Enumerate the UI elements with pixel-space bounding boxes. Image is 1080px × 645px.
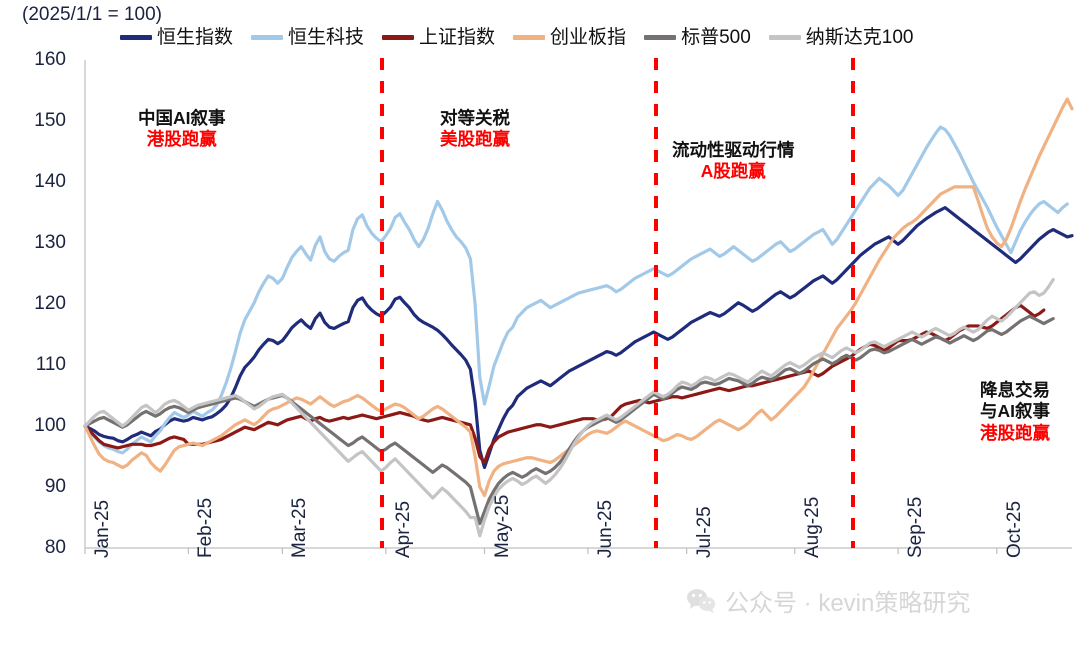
y-tick-160: 160 <box>34 49 66 70</box>
legend-swatch-1 <box>251 35 284 40</box>
x-tick-jan-25: Jan-25 <box>92 499 113 558</box>
y-tick-110: 110 <box>35 354 66 375</box>
annotation-liquidity-driven-rally: 流动性驱动行情 A股跑赢 <box>672 140 795 183</box>
series-line-2 <box>83 303 1046 465</box>
x-tick-may-25: May-25 <box>491 494 513 558</box>
annotation-liquidity-driven-rally-highlight: A股跑赢 <box>700 161 766 182</box>
legend-label-1: 恒生科技 <box>288 27 365 48</box>
annotation-rate-cut-trade-line1: 降息交易 <box>980 380 1050 400</box>
watermark: 公众号 · kevin策略研究 <box>686 583 970 618</box>
series-line-3 <box>83 97 1074 498</box>
x-tick-jun-25: Jun-25 <box>594 499 616 558</box>
legend-label-0: 恒生指数 <box>157 27 234 48</box>
annotation-rate-cut-trade: 降息交易 与AI叙事 港股跑赢 <box>980 380 1050 444</box>
y-axis-labels: 80 90 100 110 120 130 140 150 160 <box>14 0 66 645</box>
annotation-reciprocal-tariffs: 对等关税 美股跑赢 <box>440 108 510 151</box>
series-line-1 <box>83 125 1069 455</box>
legend-swatch-0 <box>120 35 152 40</box>
x-tick-apr-25: Apr-25 <box>392 500 414 558</box>
series-line-5 <box>83 278 1055 538</box>
y-tick-100: 100 <box>34 415 66 436</box>
legend-swatch-4 <box>644 35 677 40</box>
legend-swatch-5 <box>768 35 801 40</box>
annotation-china-ai-narrative-line1: 中国AI叙事 <box>138 108 226 128</box>
chart-legend: 恒生指数 恒生科技 上证指数 创业板指 标普500 纳斯达克100 <box>120 28 913 47</box>
legend-item-2[interactable]: 上证指数 <box>382 28 495 47</box>
annotation-liquidity-driven-rally-line1: 流动性驱动行情 <box>672 140 795 160</box>
y-tick-90: 90 <box>44 476 66 497</box>
legend-label-5: 纳斯达克100 <box>805 27 914 48</box>
legend-item-0[interactable]: 恒生指数 <box>120 28 233 47</box>
annotation-reciprocal-tariffs-line1: 对等关税 <box>440 108 510 128</box>
annotation-reciprocal-tariffs-highlight: 美股跑赢 <box>440 129 510 150</box>
annotation-rate-cut-trade-line2: 与AI叙事 <box>980 401 1050 422</box>
y-tick-130: 130 <box>34 232 66 253</box>
x-tick-oct-25: Oct-25 <box>1003 500 1025 558</box>
annotation-rate-cut-trade-highlight: 港股跑赢 <box>980 422 1050 443</box>
y-tick-120: 120 <box>34 293 66 314</box>
legend-item-1[interactable]: 恒生科技 <box>251 28 364 47</box>
wechat-icon <box>687 588 716 613</box>
x-tick-mar-25: Mar-25 <box>289 497 311 558</box>
legend-item-3[interactable]: 创业板指 <box>513 28 626 47</box>
x-tick-jul-25: Jul-25 <box>693 506 715 558</box>
legend-item-4[interactable]: 标普500 <box>644 28 751 47</box>
legend-label-3: 创业板指 <box>550 27 627 48</box>
annotation-china-ai-narrative: 中国AI叙事 港股跑赢 <box>138 108 226 151</box>
x-tick-sep-25: Sep-25 <box>905 496 927 558</box>
legend-label-4: 标普500 <box>681 27 751 48</box>
legend-swatch-3 <box>513 35 546 40</box>
annotation-china-ai-narrative-highlight: 港股跑赢 <box>146 129 217 150</box>
y-tick-150: 150 <box>34 110 66 131</box>
watermark-text: 公众号 · kevin策略研究 <box>725 590 971 617</box>
legend-item-5[interactable]: 纳斯达克100 <box>768 27 914 48</box>
x-tick-feb-25: Feb-25 <box>195 497 217 558</box>
y-tick-140: 140 <box>34 171 66 192</box>
legend-label-2: 上证指数 <box>419 27 496 48</box>
chart-subtitle: (2025/1/1 = 100) <box>22 4 162 25</box>
y-tick-80: 80 <box>44 537 66 558</box>
x-tick-aug-25: Aug-25 <box>801 496 823 558</box>
legend-swatch-2 <box>382 35 415 40</box>
series-line-0 <box>83 206 1074 470</box>
